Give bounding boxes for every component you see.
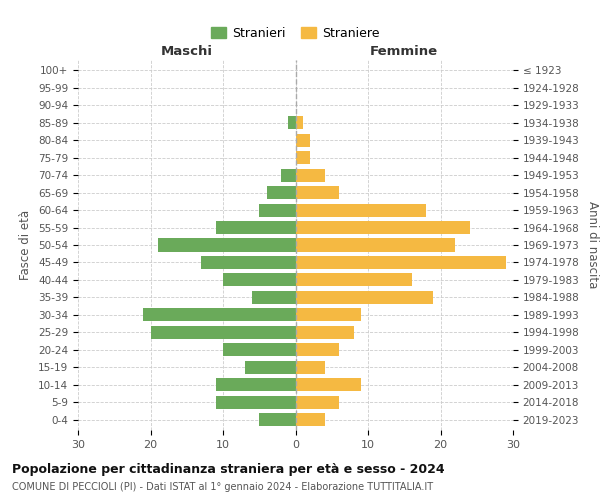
Bar: [296, 360, 325, 374]
Text: Femmine: Femmine: [370, 46, 439, 59]
Bar: [223, 343, 296, 356]
Bar: [296, 238, 455, 252]
Bar: [158, 238, 296, 252]
Bar: [296, 343, 339, 356]
Bar: [143, 308, 296, 322]
Bar: [259, 204, 296, 216]
Bar: [296, 326, 353, 339]
Text: Popolazione per cittadinanza straniera per età e sesso - 2024: Popolazione per cittadinanza straniera p…: [12, 462, 445, 475]
Bar: [266, 186, 296, 199]
Bar: [296, 116, 303, 130]
Bar: [288, 116, 296, 130]
Bar: [296, 274, 412, 286]
Bar: [201, 256, 296, 269]
Bar: [223, 274, 296, 286]
Bar: [296, 204, 426, 216]
Bar: [216, 396, 296, 408]
Bar: [296, 413, 325, 426]
Bar: [259, 413, 296, 426]
Bar: [296, 396, 339, 408]
Bar: [245, 360, 296, 374]
Bar: [296, 256, 506, 269]
Bar: [296, 168, 325, 181]
Bar: [296, 186, 339, 199]
Bar: [296, 378, 361, 391]
Bar: [151, 326, 296, 339]
Bar: [281, 168, 296, 181]
Bar: [296, 308, 361, 322]
Y-axis label: Fasce di età: Fasce di età: [19, 210, 32, 280]
Text: Maschi: Maschi: [161, 46, 213, 59]
Bar: [296, 291, 433, 304]
Bar: [296, 134, 310, 147]
Text: COMUNE DI PECCIOLI (PI) - Dati ISTAT al 1° gennaio 2024 - Elaborazione TUTTITALI: COMUNE DI PECCIOLI (PI) - Dati ISTAT al …: [12, 482, 433, 492]
Bar: [216, 221, 296, 234]
Bar: [296, 151, 310, 164]
Y-axis label: Anni di nascita: Anni di nascita: [586, 202, 599, 288]
Bar: [252, 291, 296, 304]
Bar: [216, 378, 296, 391]
Legend: Stranieri, Straniere: Stranieri, Straniere: [206, 22, 385, 45]
Bar: [296, 221, 470, 234]
